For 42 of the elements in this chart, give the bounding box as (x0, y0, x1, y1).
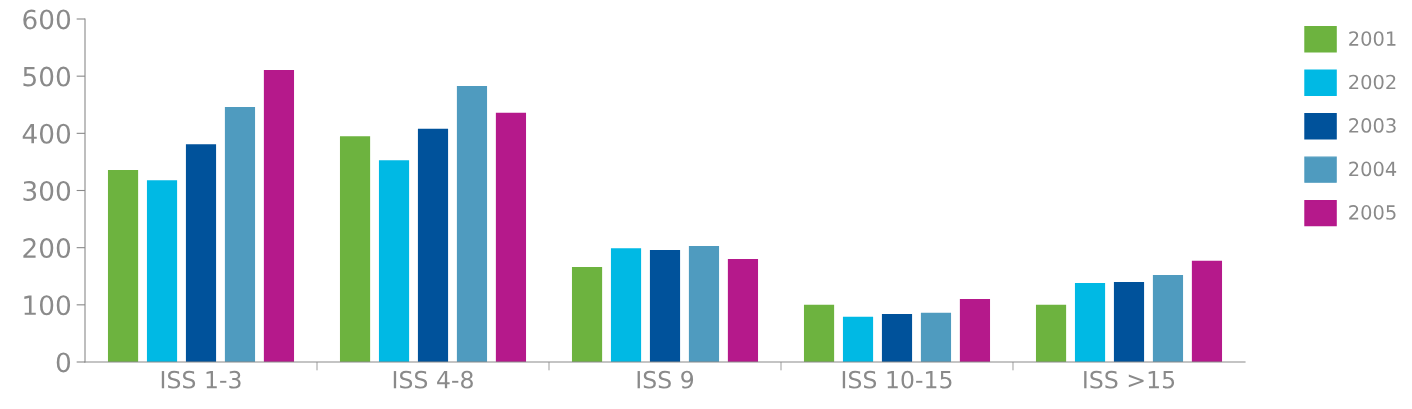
bar (881, 313, 913, 362)
bar (495, 112, 527, 362)
x-tick-label: ISS 1-3 (161, 370, 241, 389)
bar (1152, 275, 1184, 362)
legend-label: 2002 (1349, 74, 1396, 90)
y-tick-label: 500 (23, 66, 71, 87)
bar (417, 128, 449, 362)
y-tick-label: 100 (24, 295, 71, 316)
bar (571, 267, 603, 362)
legend-label: 2005 (1349, 205, 1396, 220)
y-tick-label: 600 (23, 9, 71, 30)
bar (1074, 283, 1106, 362)
x-tick-label: ISS 10-15 (842, 370, 952, 389)
bar (107, 169, 139, 362)
bar (146, 180, 178, 362)
legend-label: 2001 (1349, 31, 1396, 46)
x-tick-label: ISS 4-8 (393, 370, 473, 389)
bar (803, 304, 835, 362)
bar (224, 107, 256, 362)
x-tick-label: ISS >15 (1084, 370, 1175, 389)
bar (959, 299, 991, 362)
bar (1191, 260, 1223, 362)
bar (610, 248, 642, 362)
bar (185, 144, 217, 362)
bar (920, 312, 952, 362)
bar (842, 316, 874, 362)
y-tick-label: 300 (23, 180, 71, 201)
bar (263, 69, 295, 362)
x-tick-label: ISS 9 (637, 370, 694, 389)
bar (688, 245, 720, 362)
bar (1035, 304, 1067, 362)
y-tick-label: 400 (22, 123, 71, 144)
bar (378, 160, 410, 362)
bar (727, 259, 759, 362)
y-tick-label: 200 (23, 238, 71, 259)
bar (456, 85, 488, 362)
legend-label: 2004 (1349, 161, 1397, 177)
bar (649, 249, 681, 362)
bar (1113, 281, 1145, 362)
y-tick-label: 0 (56, 352, 71, 373)
bar (339, 136, 371, 362)
legend-label: 2003 (1349, 118, 1396, 133)
